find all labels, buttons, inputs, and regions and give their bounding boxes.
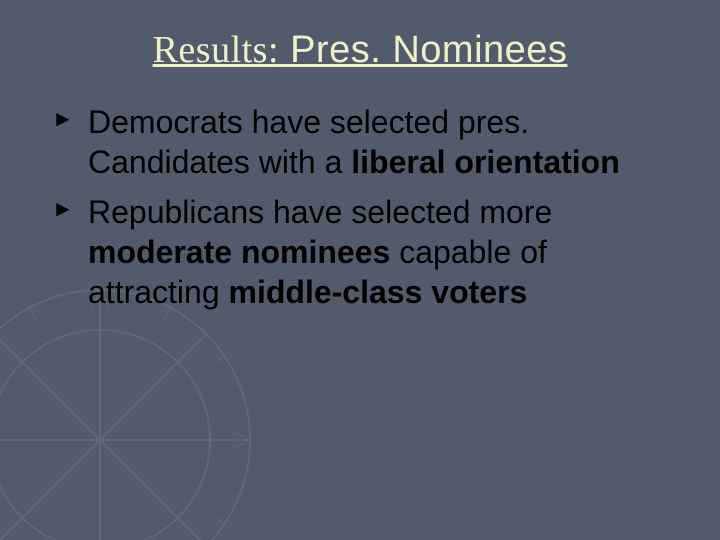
bullet-item: ► Republicans have selected more moderate… xyxy=(52,192,680,312)
slide-title: Results: Pres. Nominees xyxy=(40,28,680,72)
title-rest: Pres. Nominees xyxy=(279,29,567,71)
bullet-text-run: moderate nominees xyxy=(88,234,390,270)
title-prefix: Results: xyxy=(153,29,279,71)
compass-watermark xyxy=(0,280,260,540)
bullet-item: ►Democrats have selected pres. Candidate… xyxy=(52,102,680,182)
bullet-text-run: middle-class voters xyxy=(229,274,528,310)
bullet-text-run: Republicans have selected more xyxy=(88,194,552,230)
slide: Results: Pres. Nominees ►Democrats have … xyxy=(0,0,720,540)
bullet-text-run: liberal orientation xyxy=(351,144,619,180)
slide-body: ►Democrats have selected pres. Candidate… xyxy=(40,102,680,312)
bullet-marker-icon: ► xyxy=(52,108,74,130)
bullet-marker-icon: ► xyxy=(52,198,74,220)
